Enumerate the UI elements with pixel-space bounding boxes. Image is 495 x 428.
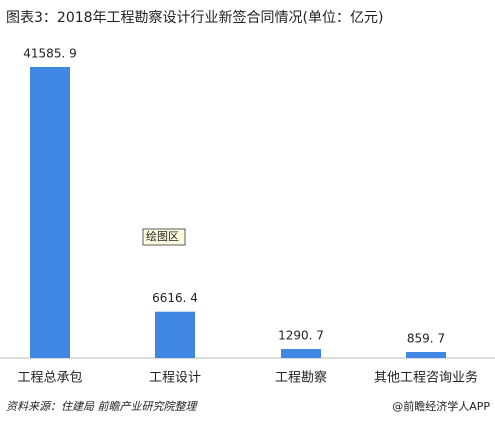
- value-label: 6616. 4: [152, 291, 198, 305]
- x-tick-label: 工程设计: [149, 371, 201, 386]
- bar: [406, 351, 446, 358]
- x-tick-label: 工程总承包: [17, 371, 82, 386]
- x-tick-label: 工程勘察: [275, 371, 327, 386]
- credit: @前瞻经济学人APP: [392, 399, 490, 413]
- bar: [281, 348, 321, 358]
- x-tick-label: 其他工程咨询业务: [374, 370, 478, 386]
- value-label: 859. 7: [407, 331, 445, 345]
- annotation: 绘图区: [146, 229, 179, 243]
- value-label: 1290. 7: [278, 328, 324, 342]
- source: 资料来源：住建局 前瞻产业研究院整理: [6, 400, 198, 413]
- chart-title: 图表3：2018年工程勘察设计行业新签合同情况(单位：亿元): [6, 9, 383, 26]
- bar: [30, 67, 70, 358]
- bar: [155, 311, 195, 358]
- value-label: 41585. 9: [23, 47, 76, 61]
- annotation-box: [142, 228, 186, 246]
